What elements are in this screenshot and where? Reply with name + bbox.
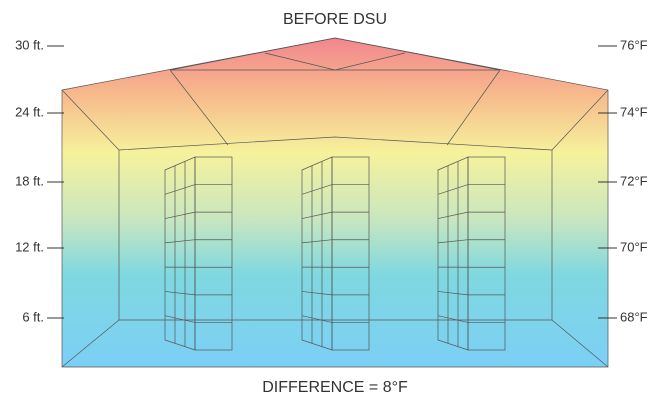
- scales: 30 ft. 24 ft. 18 ft. 12 ft. 6 ft. 76°F 74°F 72°…: [15, 37, 648, 324]
- rack-shelf: [164, 184, 196, 195]
- temperature-label: 74°F: [620, 104, 648, 119]
- racks: [164, 156, 506, 351]
- rack-side: [301, 156, 333, 351]
- rack-shelf: [437, 315, 469, 323]
- rack-shelf: [164, 291, 196, 296]
- temperature-label: 68°F: [620, 309, 648, 324]
- rack-shelf: [437, 211, 469, 219]
- rack-shelf: [301, 211, 333, 219]
- rack-shelf: [437, 291, 469, 296]
- height-label: 30 ft.: [15, 37, 44, 52]
- rack-shelf: [301, 184, 333, 195]
- rack-shelf: [437, 239, 469, 244]
- height-label: 6 ft.: [22, 309, 44, 324]
- footer: DIFFERENCE = 8°F: [262, 379, 408, 396]
- temperature-label: 72°F: [620, 173, 648, 188]
- temperature-label: 70°F: [620, 239, 648, 254]
- building: [62, 38, 608, 367]
- rack-shelf: [164, 239, 196, 244]
- height-label: 24 ft.: [15, 104, 44, 119]
- temperature-label: 76°F: [620, 37, 648, 52]
- rack-shelf: [301, 239, 333, 244]
- rack-side: [437, 156, 469, 351]
- title: BEFORE DSU: [283, 11, 387, 28]
- rack-shelf: [301, 315, 333, 323]
- rack-shelf: [164, 315, 196, 323]
- rack-side: [164, 156, 196, 351]
- rack-shelf: [164, 211, 196, 219]
- height-label: 12 ft.: [15, 239, 44, 254]
- rack-shelf: [437, 184, 469, 195]
- rack-shelf: [301, 291, 333, 296]
- building-lines: [61, 37, 609, 368]
- height-label: 18 ft.: [15, 173, 44, 188]
